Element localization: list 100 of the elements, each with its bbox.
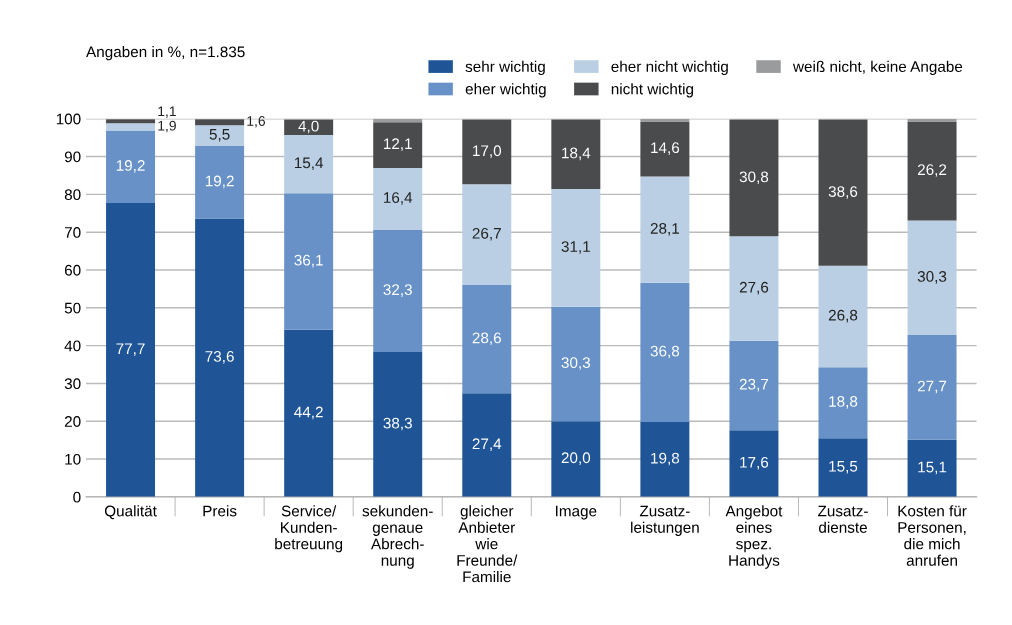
bar bbox=[729, 340, 779, 431]
bar bbox=[907, 335, 957, 440]
bar bbox=[907, 220, 957, 336]
x-tick-label: Service/ Kunden- betreuung bbox=[275, 505, 343, 553]
legend-label: eher wichtig bbox=[465, 83, 546, 98]
bar bbox=[284, 119, 334, 136]
y-tick-label: 90 bbox=[64, 151, 81, 163]
data-label: 28,1 bbox=[650, 223, 680, 236]
x-tick-label: Qualität bbox=[104, 505, 157, 520]
x-tick-label: Image bbox=[556, 505, 597, 520]
data-label: 44,2 bbox=[294, 406, 323, 420]
bar bbox=[729, 430, 779, 497]
data-label: 15,4 bbox=[294, 157, 324, 171]
data-label: 27,4 bbox=[472, 438, 502, 451]
data-label: 38,3 bbox=[383, 417, 412, 431]
y-tick-label: 40 bbox=[64, 340, 81, 352]
data-label: 15,5 bbox=[829, 461, 858, 474]
data-label: 18,8 bbox=[829, 396, 858, 409]
x-tick-label: Kosten für Personen, die mich anrufen bbox=[898, 505, 967, 566]
data-label: 32,3 bbox=[383, 284, 412, 297]
data-label: 28,6 bbox=[472, 332, 501, 346]
bar bbox=[551, 306, 601, 422]
y-tick-label: 0 bbox=[73, 491, 81, 503]
data-label: 1,9 bbox=[158, 120, 176, 133]
bar bbox=[373, 167, 423, 230]
y-tick-label: 20 bbox=[64, 416, 81, 427]
data-label: 15,1 bbox=[918, 461, 947, 475]
data-label: 26,8 bbox=[828, 309, 858, 323]
x-tick-label: Zusatz- dienste bbox=[818, 505, 868, 533]
data-label: 36,1 bbox=[294, 254, 323, 268]
bar bbox=[640, 422, 690, 497]
data-label: 1,6 bbox=[247, 116, 266, 128]
legend-label: weiß nicht, keine Angabe bbox=[792, 60, 963, 76]
data-label: 27,7 bbox=[917, 380, 947, 394]
bar bbox=[551, 189, 601, 307]
text: Angaben in %, n=1.835 bbox=[86, 46, 245, 61]
data-label: 19,8 bbox=[651, 452, 680, 466]
bar bbox=[106, 123, 156, 131]
bar bbox=[373, 122, 423, 168]
bar bbox=[195, 119, 245, 126]
bar bbox=[373, 352, 423, 497]
bar bbox=[462, 285, 512, 394]
bar bbox=[373, 229, 423, 353]
x-tick-label: gleicher Anbieter wie Freunde/ Familie bbox=[457, 505, 518, 583]
y-tick-label: 10 bbox=[65, 453, 81, 465]
bar bbox=[284, 193, 334, 330]
y-tick-label: 70 bbox=[64, 227, 81, 238]
data-label: 16,4 bbox=[384, 192, 413, 205]
bar bbox=[729, 119, 779, 237]
bar bbox=[195, 218, 245, 497]
data-label: 12,1 bbox=[384, 138, 412, 151]
data-label: 73,6 bbox=[205, 351, 234, 364]
data-label: 30,8 bbox=[739, 171, 769, 185]
bar bbox=[462, 119, 512, 185]
bar bbox=[818, 367, 868, 439]
bar bbox=[195, 125, 245, 146]
bar bbox=[284, 135, 334, 194]
bar bbox=[818, 119, 868, 266]
y-tick-label: 50 bbox=[64, 302, 81, 314]
bar bbox=[462, 184, 512, 286]
bar bbox=[106, 119, 156, 124]
data-label: 19,2 bbox=[205, 175, 234, 189]
data-label: 27,6 bbox=[739, 281, 769, 295]
legend-label: eher nicht wichtig bbox=[611, 60, 728, 76]
data-label: 38,6 bbox=[828, 186, 858, 199]
bar bbox=[907, 121, 957, 221]
bar bbox=[284, 329, 334, 497]
bar bbox=[640, 121, 690, 177]
data-label: 36,8 bbox=[650, 345, 680, 359]
x-tick-label: Angebot eines spez. Handys bbox=[725, 505, 783, 569]
y-tick-label: 80 bbox=[64, 189, 81, 201]
bar bbox=[640, 282, 690, 423]
y-tick-label: 30 bbox=[64, 378, 81, 390]
y-tick-label: 60 bbox=[64, 264, 81, 276]
data-label: 14,6 bbox=[651, 142, 680, 155]
data-label: 30,3 bbox=[917, 271, 947, 284]
data-label: 17,0 bbox=[473, 145, 502, 158]
data-label: 31,1 bbox=[561, 241, 590, 254]
data-label: 19,2 bbox=[116, 160, 145, 173]
data-label: 23,7 bbox=[739, 378, 769, 392]
data-label: 17,6 bbox=[740, 456, 769, 470]
bar bbox=[818, 438, 868, 497]
bar bbox=[640, 176, 690, 283]
bar bbox=[551, 119, 601, 190]
bar bbox=[907, 439, 957, 497]
bar bbox=[462, 393, 512, 497]
x-tick-label: sekunden- genaue Abrech- nung bbox=[362, 505, 433, 569]
bar bbox=[195, 145, 245, 219]
data-label: 77,7 bbox=[116, 343, 145, 356]
y-tick-label: 100 bbox=[56, 113, 81, 125]
x-tick-label: Zusatz- leistungen bbox=[631, 505, 699, 536]
data-label: 4,0 bbox=[298, 120, 319, 134]
bar bbox=[106, 130, 156, 204]
data-label: 20,0 bbox=[561, 452, 591, 465]
bar bbox=[818, 265, 868, 368]
bar bbox=[551, 421, 601, 497]
data-label: 26,2 bbox=[917, 164, 947, 177]
bar bbox=[106, 203, 156, 497]
data-label: 1,1 bbox=[158, 106, 176, 118]
bar bbox=[729, 236, 779, 341]
